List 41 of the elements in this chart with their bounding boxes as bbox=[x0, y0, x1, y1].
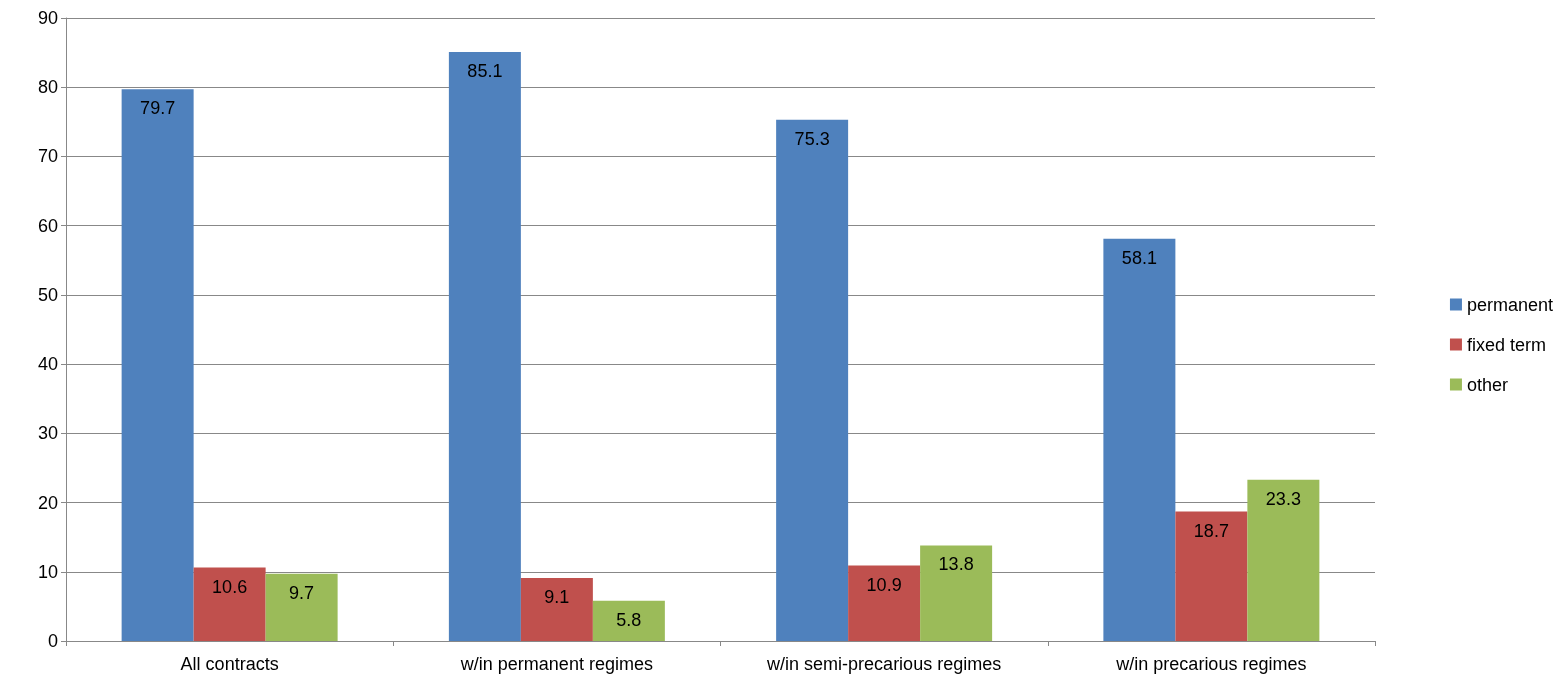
data-label: 79.7 bbox=[140, 98, 176, 119]
legend-label: permanent bbox=[1466, 294, 1554, 315]
bar bbox=[265, 573, 338, 641]
data-label: 85.1 bbox=[467, 60, 503, 81]
bar bbox=[1103, 238, 1176, 641]
bar bbox=[193, 567, 266, 641]
x-tick-label: All contracts bbox=[180, 654, 279, 674]
y-tick-label: 0 bbox=[47, 631, 58, 651]
bar bbox=[520, 578, 593, 641]
y-tick-label: 40 bbox=[37, 354, 58, 375]
bar bbox=[848, 565, 921, 641]
y-tick-label: 70 bbox=[37, 146, 58, 167]
bar bbox=[1175, 511, 1248, 641]
data-label: 18.7 bbox=[1193, 520, 1229, 541]
y-tick-label: 50 bbox=[37, 284, 58, 305]
data-label: 9.7 bbox=[289, 582, 315, 603]
legend-label: fixed term bbox=[1466, 334, 1546, 355]
data-label: 10.9 bbox=[866, 574, 902, 595]
data-label: 13.8 bbox=[938, 554, 974, 575]
data-label: 10.6 bbox=[212, 576, 248, 597]
data-label: 75.3 bbox=[794, 128, 830, 149]
y-tick-label: 60 bbox=[37, 215, 58, 236]
bar bbox=[448, 51, 521, 641]
data-label: 58.1 bbox=[1121, 247, 1157, 268]
x-tick-label: w/in precarious regimes bbox=[1115, 654, 1307, 674]
bar bbox=[1247, 479, 1320, 641]
y-tick-label: 30 bbox=[37, 423, 58, 444]
y-tick-label: 90 bbox=[37, 8, 58, 28]
y-tick-label: 80 bbox=[37, 77, 58, 98]
bar bbox=[592, 600, 665, 641]
data-label: 9.1 bbox=[544, 587, 570, 608]
y-tick-label: 10 bbox=[37, 561, 58, 582]
bar bbox=[920, 545, 993, 641]
bar bbox=[776, 119, 849, 641]
bar bbox=[121, 89, 194, 641]
data-label: 23.3 bbox=[1265, 488, 1301, 509]
y-tick-label: 20 bbox=[37, 492, 58, 513]
legend-label: other bbox=[1466, 374, 1508, 395]
x-tick-label: w/in semi-precarious regimes bbox=[766, 654, 1002, 674]
x-tick-label: w/in permanent regimes bbox=[459, 654, 653, 674]
data-label: 5.8 bbox=[616, 609, 642, 630]
